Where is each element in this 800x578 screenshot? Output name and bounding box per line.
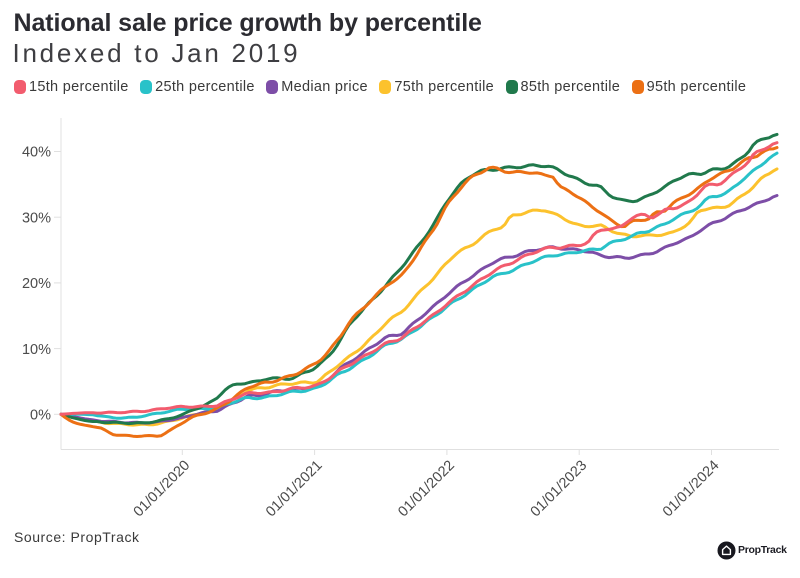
svg-text:01/01/2024: 01/01/2024 — [660, 458, 723, 521]
svg-text:20%: 20% — [22, 276, 51, 292]
svg-text:01/01/2020: 01/01/2020 — [131, 458, 194, 521]
svg-text:10%: 10% — [22, 342, 51, 358]
svg-text:0%: 0% — [30, 408, 51, 424]
svg-text:01/01/2021: 01/01/2021 — [263, 458, 326, 521]
svg-text:30%: 30% — [22, 210, 51, 226]
svg-text:01/01/2022: 01/01/2022 — [395, 458, 458, 521]
svg-text:40%: 40% — [22, 145, 51, 161]
svg-text:01/01/2023: 01/01/2023 — [528, 458, 591, 521]
